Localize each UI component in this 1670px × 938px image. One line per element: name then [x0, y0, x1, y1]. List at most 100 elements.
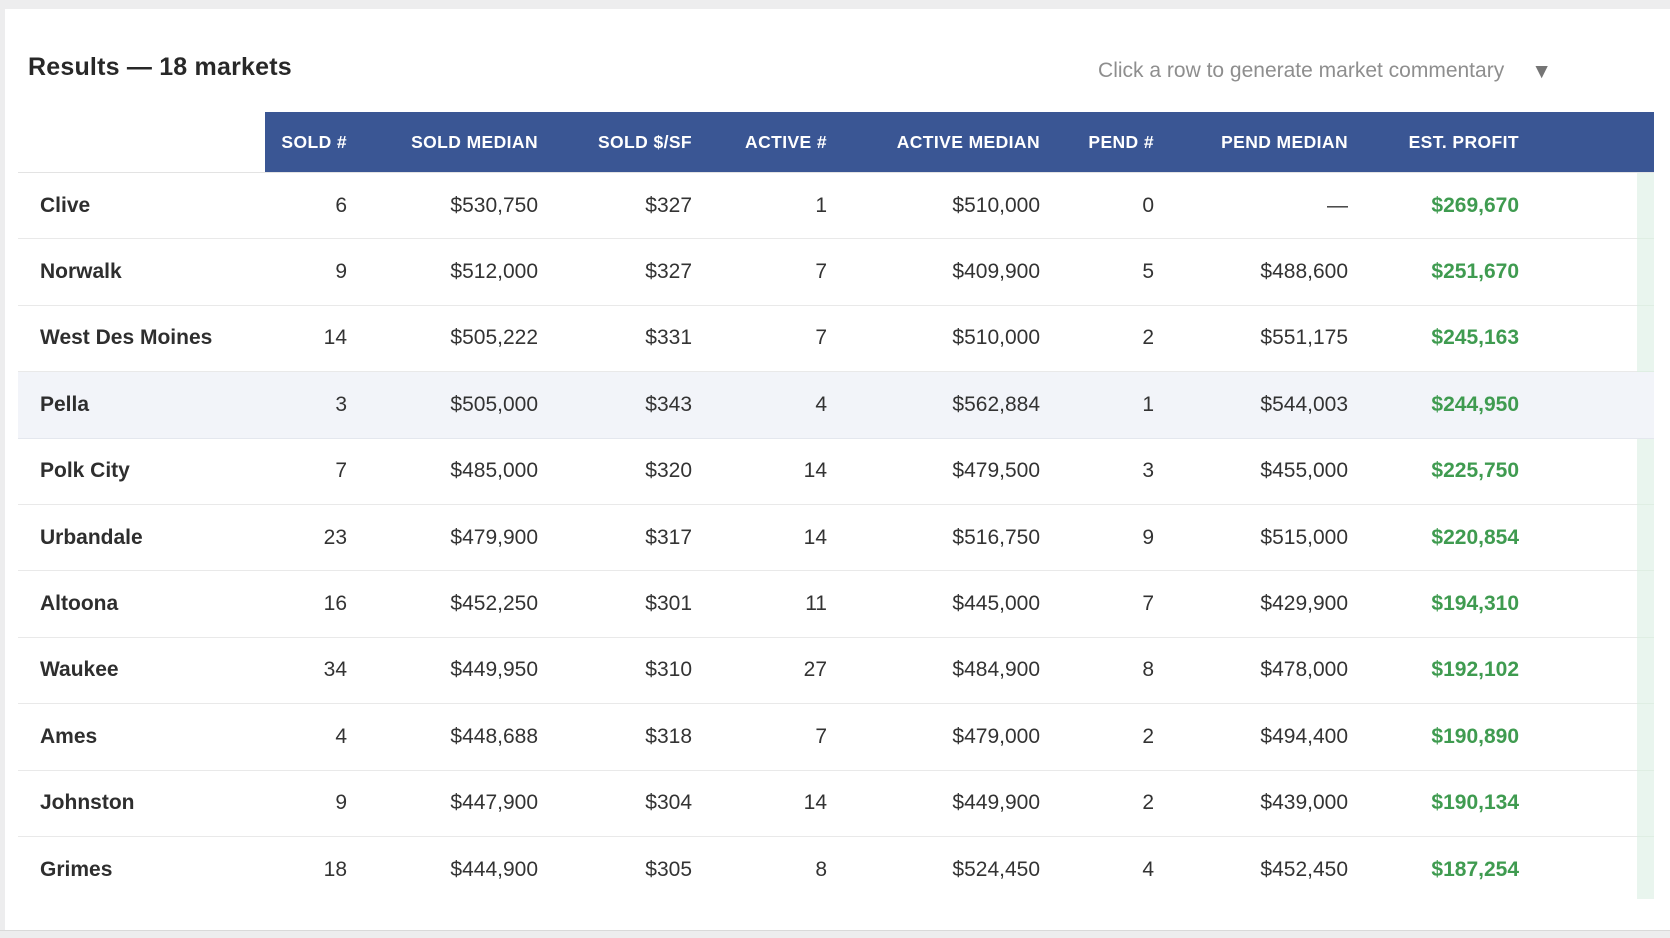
est-profit-cell: $245,163 — [1366, 305, 1537, 373]
profit-accent-strip-cell — [1637, 504, 1654, 572]
pend-median-cell: $439,000 — [1172, 770, 1366, 837]
profit-accent-strip-cell — [1637, 305, 1654, 373]
sold-count-cell: 3 — [265, 371, 365, 439]
sold-count-cell: 9 — [265, 238, 365, 306]
column-header-spacer — [1537, 112, 1637, 173]
column-header: PEND # — [1058, 112, 1172, 173]
pend-count-cell: 1 — [1058, 371, 1172, 439]
spacer-cell — [1537, 305, 1637, 373]
column-header: SOLD MEDIAN — [365, 112, 556, 173]
sold-per-sf-cell: $331 — [556, 305, 710, 373]
pend-median-cell: $551,175 — [1172, 305, 1366, 373]
table-row[interactable]: Polk City 7 $485,000 $320 14 $479,500 3 $455,00… — [18, 438, 1654, 505]
table-row[interactable]: Norwalk 9 $512,000 $327 7 $409,900 5 $488,600 $2… — [18, 238, 1654, 306]
column-header: EST. PROFIT — [1366, 112, 1537, 173]
collapse-caret-icon[interactable]: ▼ — [1531, 59, 1552, 83]
active-count-cell: 7 — [710, 703, 845, 771]
results-panel: Results — 18 markets Click a row to gene… — [5, 9, 1670, 930]
column-header-blank — [18, 112, 265, 173]
sold-median-cell: $449,950 — [365, 637, 556, 705]
pend-median-cell: $544,003 — [1172, 371, 1366, 439]
spacer-cell — [1537, 238, 1637, 306]
column-header: ACTIVE # — [710, 112, 845, 173]
sold-median-cell: $512,000 — [365, 238, 556, 306]
est-profit-cell: $190,890 — [1366, 703, 1537, 771]
sold-median-cell: $505,222 — [365, 305, 556, 373]
table-row[interactable]: Clive 6 $530,750 $327 1 $510,000 0— $269,670 — [18, 172, 1654, 240]
spacer-cell — [1537, 172, 1637, 240]
results-table-container: SOLD # SOLD MEDIAN SOLD $/SF ACTIVE # ACTIVE… — [18, 112, 1660, 899]
sold-count-cell: 23 — [265, 504, 365, 572]
spacer-cell — [1537, 703, 1637, 771]
active-median-cell: $479,500 — [845, 438, 1058, 505]
sold-per-sf-cell: $318 — [556, 703, 710, 771]
sold-median-cell: $444,900 — [365, 836, 556, 899]
active-median-cell: $524,450 — [845, 836, 1058, 899]
market-name-cell: Pella — [18, 371, 265, 439]
market-name-cell: Clive — [18, 172, 265, 240]
profit-accent-strip-cell — [1637, 836, 1654, 899]
profit-accent-strip-cell — [1637, 172, 1654, 240]
active-median-cell: $516,750 — [845, 504, 1058, 572]
spacer-cell — [1537, 836, 1637, 899]
pend-median-cell: $452,450 — [1172, 836, 1366, 899]
spacer-cell — [1537, 504, 1637, 572]
table-row[interactable]: Johnston 9 $447,900 $304 14 $449,900 2 $439,000… — [18, 770, 1654, 837]
pend-count-cell: 2 — [1058, 703, 1172, 771]
profit-accent-strip-cell — [1637, 703, 1654, 771]
hint-label: Click a row to generate market commentar… — [1098, 59, 1505, 82]
pend-count-cell: 5 — [1058, 238, 1172, 306]
spacer-cell — [1537, 570, 1637, 638]
est-profit-cell: $220,854 — [1366, 504, 1537, 572]
spacer-cell — [1537, 371, 1637, 439]
est-profit-cell: $187,254 — [1366, 836, 1537, 899]
market-name-cell: Grimes — [18, 836, 265, 899]
profit-accent-strip-cell — [1637, 438, 1654, 505]
pend-count-cell: 2 — [1058, 770, 1172, 837]
hint-bar: Click a row to generate market commentar… — [5, 56, 1552, 86]
active-count-cell: 4 — [710, 371, 845, 439]
est-profit-cell: $194,310 — [1366, 570, 1537, 638]
active-count-cell: 14 — [710, 504, 845, 572]
active-median-cell: $449,900 — [845, 770, 1058, 837]
pend-median-cell: $455,000 — [1172, 438, 1366, 505]
spacer-cell — [1537, 637, 1637, 705]
profit-accent-strip-cell — [1637, 371, 1654, 439]
pend-median-cell: $494,400 — [1172, 703, 1366, 771]
table-row[interactable]: Ames 4 $448,688 $318 7 $479,000 2 $494,400 $190,… — [18, 703, 1654, 771]
est-profit-cell: $269,670 — [1366, 172, 1537, 240]
column-header: SOLD $/SF — [556, 112, 710, 173]
sold-per-sf-cell: $301 — [556, 570, 710, 638]
sold-median-cell: $505,000 — [365, 371, 556, 439]
profit-accent-strip-cell — [1637, 770, 1654, 837]
table-row[interactable]: Urbandale 23 $479,900 $317 14 $516,750 9 $515,0… — [18, 504, 1654, 572]
active-count-cell: 7 — [710, 238, 845, 306]
table-row[interactable]: Altoona 16 $452,250 $301 11 $445,000 7 $429,900… — [18, 570, 1654, 638]
active-median-cell: $409,900 — [845, 238, 1058, 306]
est-profit-cell: $192,102 — [1366, 637, 1537, 705]
table-row[interactable]: West Des Moines 14 $505,222 $331 7 $510,000 2 $… — [18, 305, 1654, 373]
sold-count-cell: 4 — [265, 703, 365, 771]
pend-median-cell: $478,000 — [1172, 637, 1366, 705]
pend-median-cell: $488,600 — [1172, 238, 1366, 306]
sold-count-cell: 34 — [265, 637, 365, 705]
sold-count-cell: 6 — [265, 172, 365, 240]
column-header-strip — [1637, 112, 1654, 173]
market-name-cell: Johnston — [18, 770, 265, 837]
table-row[interactable]: Waukee 34 $449,950 $310 27 $484,900 8 $478,000 $… — [18, 637, 1654, 705]
page-title: Results — 18 markets — [28, 53, 292, 81]
market-name-cell: Urbandale — [18, 504, 265, 572]
pend-count-cell: 7 — [1058, 570, 1172, 638]
table-row[interactable]: Pella 3 $505,000 $343 4 $562,884 1 $544,003 $244… — [18, 371, 1654, 439]
sold-median-cell: $530,750 — [365, 172, 556, 240]
active-median-cell: $510,000 — [845, 172, 1058, 240]
sold-median-cell: $485,000 — [365, 438, 556, 505]
active-count-cell: 27 — [710, 637, 845, 705]
pend-count-cell: 9 — [1058, 504, 1172, 572]
pend-count-cell: 8 — [1058, 637, 1172, 705]
table-row[interactable]: Grimes 18 $444,900 $305 8 $524,450 4 $452,450 $1… — [18, 836, 1654, 899]
pend-median-cell: $515,000 — [1172, 504, 1366, 572]
sold-per-sf-cell: $310 — [556, 637, 710, 705]
est-profit-cell: $244,950 — [1366, 371, 1537, 439]
